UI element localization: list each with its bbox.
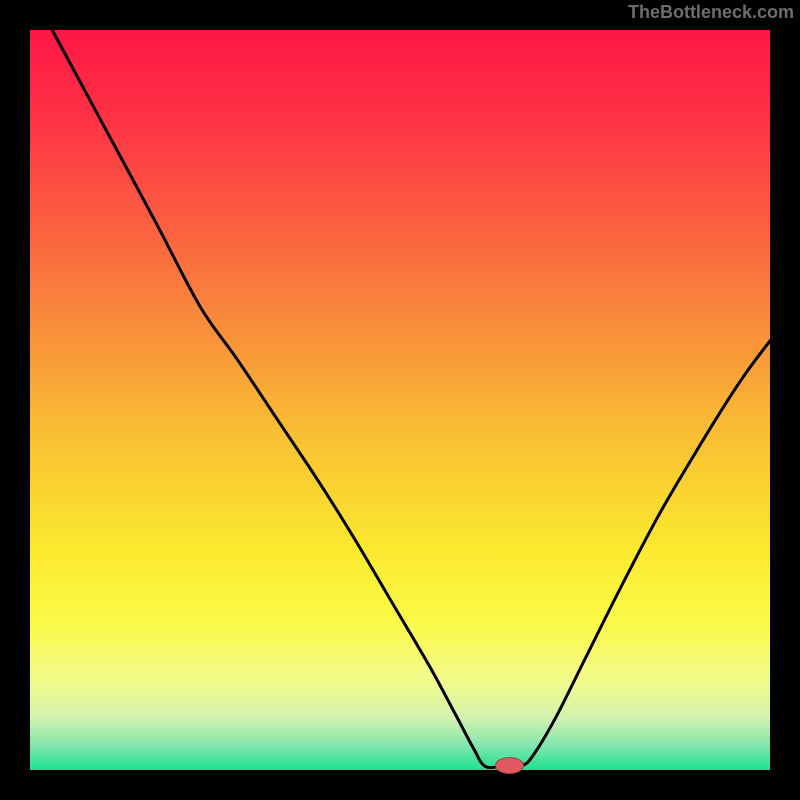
plot-gradient-background — [30, 30, 770, 770]
bottleneck-chart — [0, 0, 800, 800]
watermark-text: TheBottleneck.com — [628, 2, 794, 23]
optimal-point-marker — [496, 758, 524, 774]
